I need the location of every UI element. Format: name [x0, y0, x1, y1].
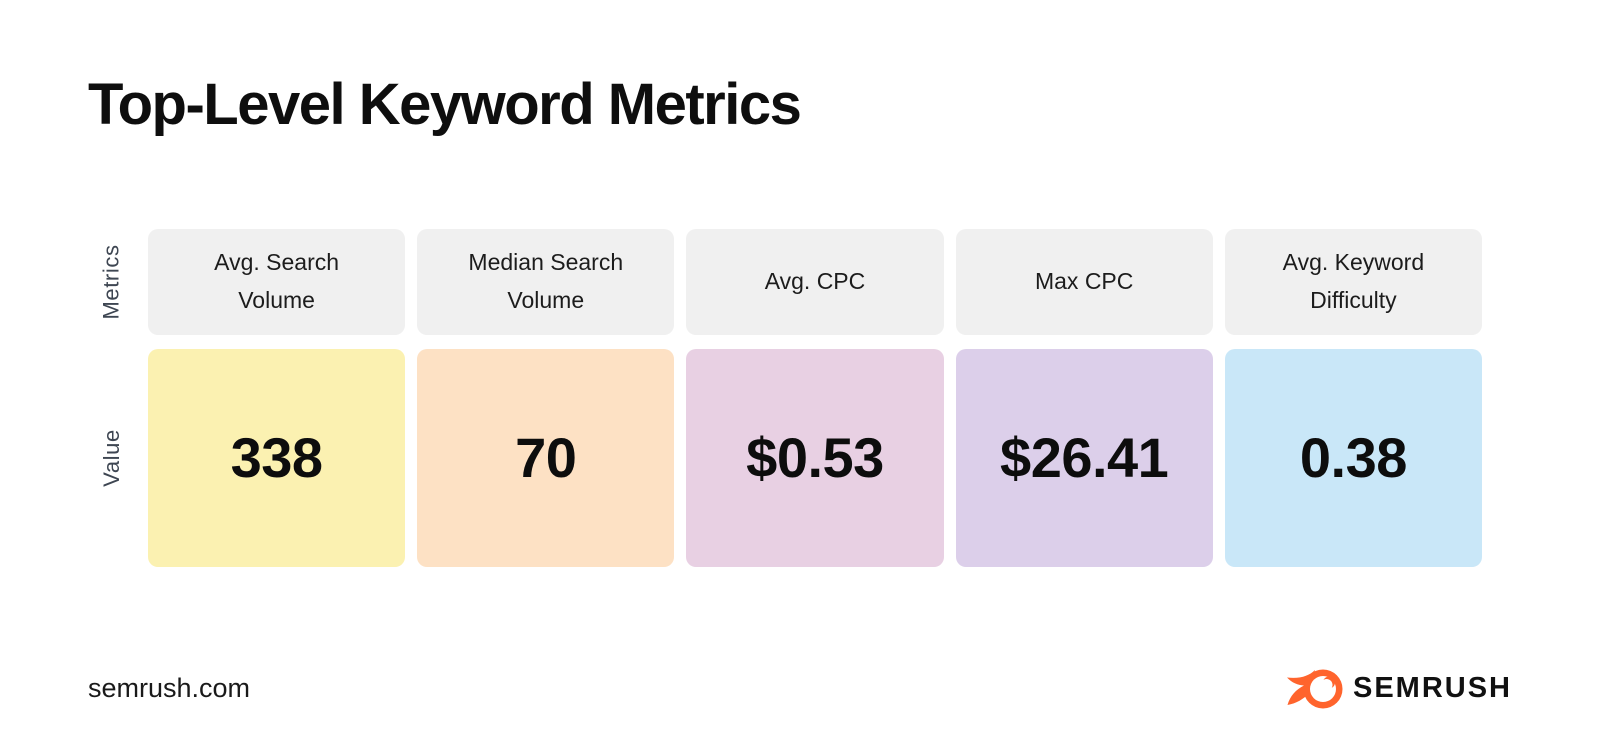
source-url: semrush.com [88, 673, 251, 704]
infographic-canvas: Top-Level Keyword Metrics Metrics Avg. S… [0, 72, 1600, 746]
header-cell-max-cpc: Max CPC [955, 228, 1213, 335]
page-title: Top-Level Keyword Metrics [88, 72, 802, 137]
semrush-logo: SEMRUSH [1285, 664, 1512, 714]
header-cell-avg-keyword-difficulty: Avg. Keyword Difficulty [1224, 228, 1482, 335]
value-text: 338 [230, 426, 323, 490]
header-label: Max CPC [1034, 268, 1134, 295]
metrics-table: Metrics Avg. Search Volume Median Search… [88, 228, 1482, 567]
value-text: $26.41 [1000, 426, 1169, 490]
row-label-metrics: Metrics [88, 229, 136, 335]
row-label-value-text: Value [99, 428, 125, 487]
value-text: 0.38 [1299, 426, 1408, 490]
value-cell-avg-search-volume: 338 [148, 348, 406, 567]
row-label-metrics-text: Metrics [99, 244, 124, 320]
value-cell-median-search-volume: 70 [417, 348, 675, 567]
header-label: Avg. Keyword Difficulty [1282, 249, 1425, 313]
header-cell-avg-cpc: Avg. CPC [686, 228, 944, 335]
header-label: Median Search Volume [468, 249, 624, 313]
header-cell-median-search-volume: Median Search Volume [417, 228, 675, 335]
header-cell-avg-search-volume: Avg. Search Volume [148, 228, 406, 335]
value-cell-avg-keyword-difficulty: 0.38 [1224, 348, 1482, 567]
value-cell-avg-cpc: $0.53 [686, 348, 944, 567]
row-label-value: Value [88, 349, 136, 567]
semrush-wordmark: SEMRUSH [1352, 672, 1512, 705]
semrush-comet-icon [1285, 664, 1343, 714]
footer: semrush.com SEMRUSH [88, 663, 1512, 715]
value-text: $0.53 [746, 426, 884, 490]
header-label: Avg. Search Volume [214, 249, 340, 313]
value-text: 70 [515, 426, 577, 490]
header-label: Avg. CPC [764, 268, 866, 295]
value-cell-max-cpc: $26.41 [955, 348, 1213, 567]
